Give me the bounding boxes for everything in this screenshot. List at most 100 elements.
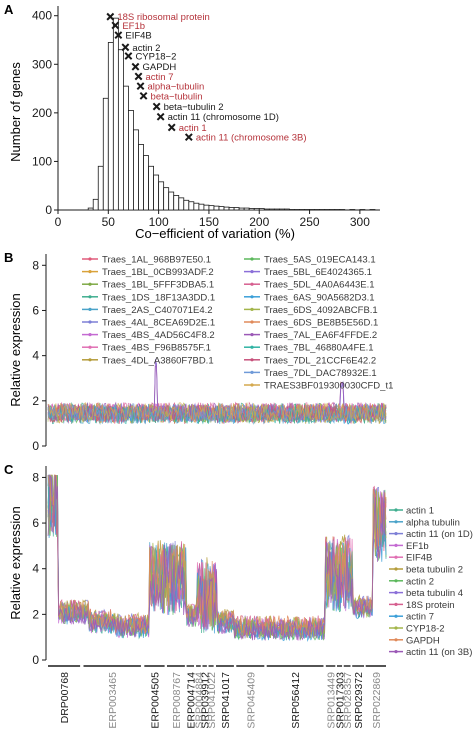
legend-marker [250,257,254,261]
panel-a-x-ticks: 0 50 100 150 200 250 300 [55,210,370,229]
annotation-label: actin 7 [146,72,174,83]
legend-marker [394,614,398,618]
study-group-label: SRP029372 [353,672,365,729]
histogram-bar [168,191,175,211]
panel-c-y-axis-label: Relative expression [8,506,23,619]
legend-entry: Traes_1DS_18F13A3DD.1 [102,292,215,303]
panel-c-label: C [4,462,14,477]
x-tick-label: 100 [149,215,169,229]
cross-marker [136,82,145,91]
legend-entry: EIF4B [406,553,432,564]
panel-a-x-axis-label: Co−efficient of variation (%) [135,226,295,241]
annotation-label: actin 11 (chromosome 3B) [196,133,307,144]
study-group-label: SRP045409 [245,672,257,729]
histogram-bar [218,206,225,211]
legend-marker [394,555,398,559]
legend-entry: Traes_5BL_6E4024365.1 [264,267,372,278]
cross-marker [106,12,115,21]
legend-marker [88,282,92,286]
x-tick-label: 150 [199,215,219,229]
series-line [47,401,387,422]
histogram-bar [173,195,180,211]
y-tick-label: 0 [45,203,52,217]
y-tick-label: 4 [32,562,39,576]
annotation-label: actin 2 [132,43,160,54]
legend-marker [88,295,92,299]
annotation-label: beta−tubulin [151,91,203,102]
histogram-bar [203,204,210,211]
study-group-label: ERP003465 [107,672,119,729]
legend-entry: EF1b [406,541,429,552]
legend-marker [250,320,254,324]
cross-marker [114,31,123,40]
panel-b-label: B [4,250,13,265]
histogram-bar [273,208,280,211]
legend-marker [394,508,398,512]
histogram-bar [213,205,220,211]
y-tick-label: 6 [32,303,39,317]
histogram-bar [178,197,185,211]
legend-entry: actin 7 [406,612,434,623]
cross-marker [139,91,148,100]
panel-b-y-ticks: 0 2 4 6 8 [32,258,46,453]
legend-marker [88,333,92,337]
cross-marker [111,21,120,30]
cross-marker [124,52,133,60]
study-group-label: ERP008767 [171,672,183,729]
panel-a-histogram-bars [87,17,376,211]
cross-marker [152,102,161,111]
legend-marker [250,307,254,311]
study-group-label: SRP056412 [290,672,302,729]
histogram-bar [107,42,114,211]
legend-entry: beta tubulin 4 [406,588,463,599]
legend-marker [394,532,398,536]
y-tick-label: 100 [32,154,52,168]
histogram-bar [258,208,265,211]
legend-marker [394,650,398,654]
cross-marker [134,72,143,81]
histogram-bar [238,207,245,211]
series-line [47,474,387,641]
legend-entry: Traes_1BL_0CB993ADF.2 [102,267,214,278]
y-tick-label: 2 [32,607,39,621]
legend-entry: Traes_5AS_019ECA143.1 [264,255,376,266]
study-group-label: DRP00768 [59,672,71,724]
annotation-label: beta−tubulin 2 [164,102,224,113]
study-group-label: SRP022869 [371,672,383,729]
legend-entry: Traes_5DL_4A0A6443E.1 [264,280,375,291]
legend-marker [394,567,398,571]
legend-marker [88,307,92,311]
histogram-bar [253,208,260,211]
annotation-label: GAPDH [142,62,176,73]
histogram-bar [128,110,134,211]
legend-marker [394,520,398,524]
legend-entry: Traes_1BL_5FFF3DBA5.1 [102,280,214,291]
series-line [47,402,387,423]
panel-a-label: A [4,2,14,17]
y-tick-label: 8 [32,470,39,484]
cross-marker [167,123,176,132]
legend-marker [394,591,398,595]
annotation-label: CYP18−2 [135,52,176,63]
panel-b-legend: Traes_1AL_968B97E50.1Traes_1BL_0CB993ADF… [82,255,393,392]
legend-marker [250,270,254,274]
legend-entry: Traes_4AL_8CEA69D2E.1 [102,318,215,329]
study-group-label: SRP041017 [220,672,232,729]
legend-entry: TRAES3BF019300030CFD_t1 [264,381,393,392]
histogram-bar [123,85,129,211]
legend-marker [394,602,398,607]
study-group-label: ERP004505 [150,672,162,729]
study-group-label: SRP028357 [342,672,354,729]
cross-marker [121,43,130,52]
cross-marker [156,112,165,121]
legend-entry: Traes_4BS_4AD56C4F8.2 [102,330,215,341]
legend-entry: Traes_2AS_C407071E4.2 [102,305,213,316]
panel-b: B 0 2 4 6 8 Traes_1AL_968B97E50.1Traes_1BL_0… [4,250,393,453]
panel-a: A 0 100 200 300 400 0 50 100 150 200 250 300 18S r… [4,2,380,241]
legend-marker [88,358,92,362]
study-group-label: SRP039912 [200,672,212,729]
y-tick-label: 2 [32,394,39,408]
y-tick-label: 4 [32,349,39,363]
legend-entry: Traes_6DS_BE8B5E56D.1 [264,318,378,329]
